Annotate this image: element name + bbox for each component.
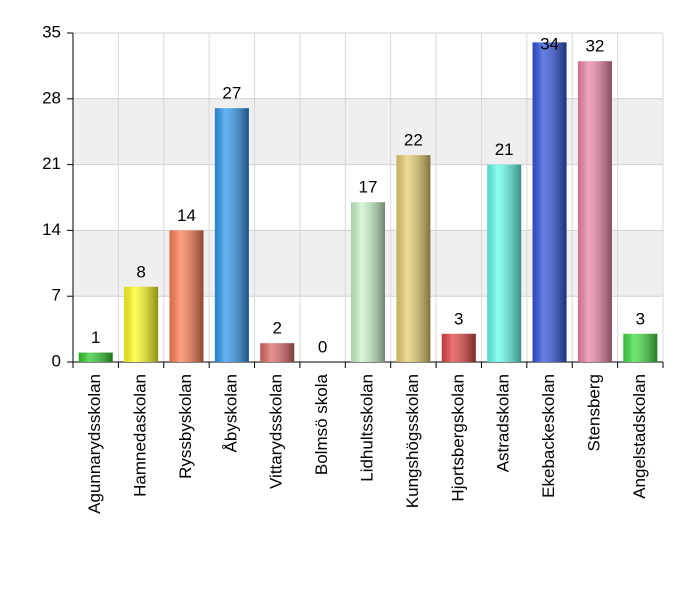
x-tick-label: Lidhultsskolan [357, 374, 376, 482]
value-label: 3 [454, 309, 463, 328]
x-tick-label: Ekebackeskolan [539, 374, 558, 498]
bar-shade [441, 333, 476, 362]
bar-shade [169, 230, 204, 362]
bar-shade [260, 343, 295, 362]
y-tick-label: 14 [42, 220, 61, 239]
value-label: 3 [636, 309, 645, 328]
bar-shade [623, 333, 658, 362]
y-tick-label: 21 [42, 154, 61, 173]
value-label: 1 [91, 328, 100, 347]
x-tick-label: Vittarydsskolan [267, 374, 286, 489]
y-tick-label: 28 [42, 88, 61, 107]
bar-shade [577, 61, 612, 362]
x-tick-label: Hamnedaskolan [131, 374, 150, 497]
bar-shade [487, 164, 522, 362]
grid-band [73, 98, 663, 165]
value-label: 34 [540, 34, 559, 53]
y-tick-label: 0 [52, 351, 61, 370]
bar-shade [78, 352, 113, 362]
x-tick-label: Kungshögsskolan [403, 374, 422, 508]
x-tick-label: Bolmsö skola [312, 373, 331, 475]
x-tick-label: Hjortsbergskolan [448, 374, 467, 502]
value-label: 17 [359, 178, 378, 197]
x-tick-label: Angelstadskolan [630, 374, 649, 499]
value-label: 22 [404, 131, 423, 150]
bar-shade [124, 286, 159, 362]
y-tick-label: 35 [42, 22, 61, 41]
bar-shade [351, 202, 385, 362]
x-tick-label: Stensberg [584, 374, 603, 452]
y-tick-label: 7 [52, 286, 61, 305]
value-label: 8 [136, 262, 145, 281]
bar-shade [396, 155, 431, 362]
bar-shade [532, 42, 567, 363]
x-tick-label: Åbyskolan [221, 374, 240, 452]
value-label: 2 [272, 319, 281, 338]
value-label: 27 [222, 84, 241, 103]
value-label: 21 [495, 140, 514, 159]
value-label: 0 [318, 337, 327, 356]
x-tick-label: Astradskolan [494, 374, 513, 472]
value-label: 32 [585, 37, 604, 56]
x-tick-label: Agunnarydsskolan [85, 374, 104, 514]
bar-shade [214, 108, 249, 362]
x-tick-label: Ryssbyskolan [176, 374, 195, 479]
value-label: 14 [177, 206, 196, 225]
